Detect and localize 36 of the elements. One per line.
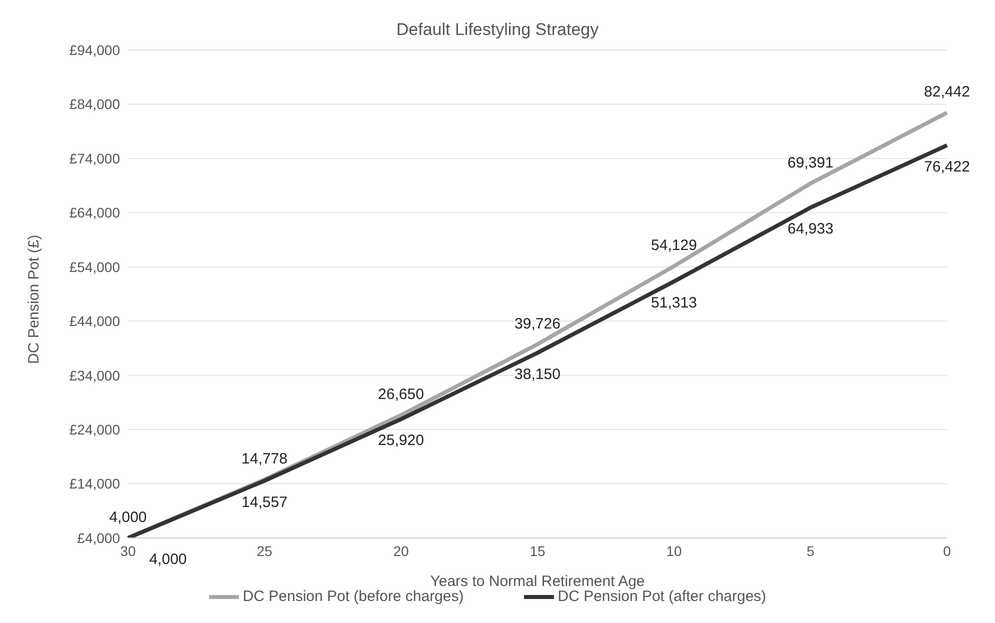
x-tick-label: 20 xyxy=(393,542,409,559)
y-tick-label: £34,000 xyxy=(69,367,120,384)
legend-label: DC Pension Pot (after charges) xyxy=(558,588,766,605)
x-axis-title: Years to Normal Retirement Age xyxy=(430,573,645,590)
legend-label: DC Pension Pot (before charges) xyxy=(242,588,464,605)
data-label: 69,391 xyxy=(788,154,834,172)
y-tick-label: £54,000 xyxy=(69,258,120,275)
chart-title: Default Lifestyling Strategy xyxy=(395,19,600,40)
data-label: 54,129 xyxy=(651,237,697,254)
data-label: 4,000 xyxy=(149,551,187,568)
data-label: 76,422 xyxy=(924,158,970,176)
y-tick-label: £74,000 xyxy=(69,150,120,166)
data-label: 51,313 xyxy=(651,294,697,312)
x-tick-label: 30 xyxy=(120,542,136,559)
y-tick-label: £94,000 xyxy=(69,42,120,58)
y-tick-label: £44,000 xyxy=(69,313,120,330)
y-tick-label: £84,000 xyxy=(69,96,120,112)
data-label: 26,650 xyxy=(378,386,424,404)
y-axis-title: DC Pension Pot (£) xyxy=(25,234,42,364)
data-label: 14,557 xyxy=(242,494,288,511)
data-label: 14,778 xyxy=(242,450,288,468)
data-label: 4,000 xyxy=(109,509,147,526)
x-tick-label: 10 xyxy=(666,542,682,559)
data-label: 39,726 xyxy=(514,315,560,332)
data-label: 25,920 xyxy=(378,432,424,450)
data-label: 64,933 xyxy=(788,220,834,238)
y-tick-label: £24,000 xyxy=(69,422,120,438)
x-tick-label: 5 xyxy=(806,542,815,559)
x-tick-label: 15 xyxy=(530,542,546,559)
x-tick-label: 25 xyxy=(256,542,272,559)
y-tick-label: £64,000 xyxy=(69,204,120,221)
x-tick-label: 0 xyxy=(943,542,952,559)
y-tick-label: £4,000 xyxy=(77,530,120,546)
data-label: 82,442 xyxy=(924,84,970,101)
data-label: 38,150 xyxy=(514,366,560,383)
y-tick-label: £14,000 xyxy=(69,476,120,492)
